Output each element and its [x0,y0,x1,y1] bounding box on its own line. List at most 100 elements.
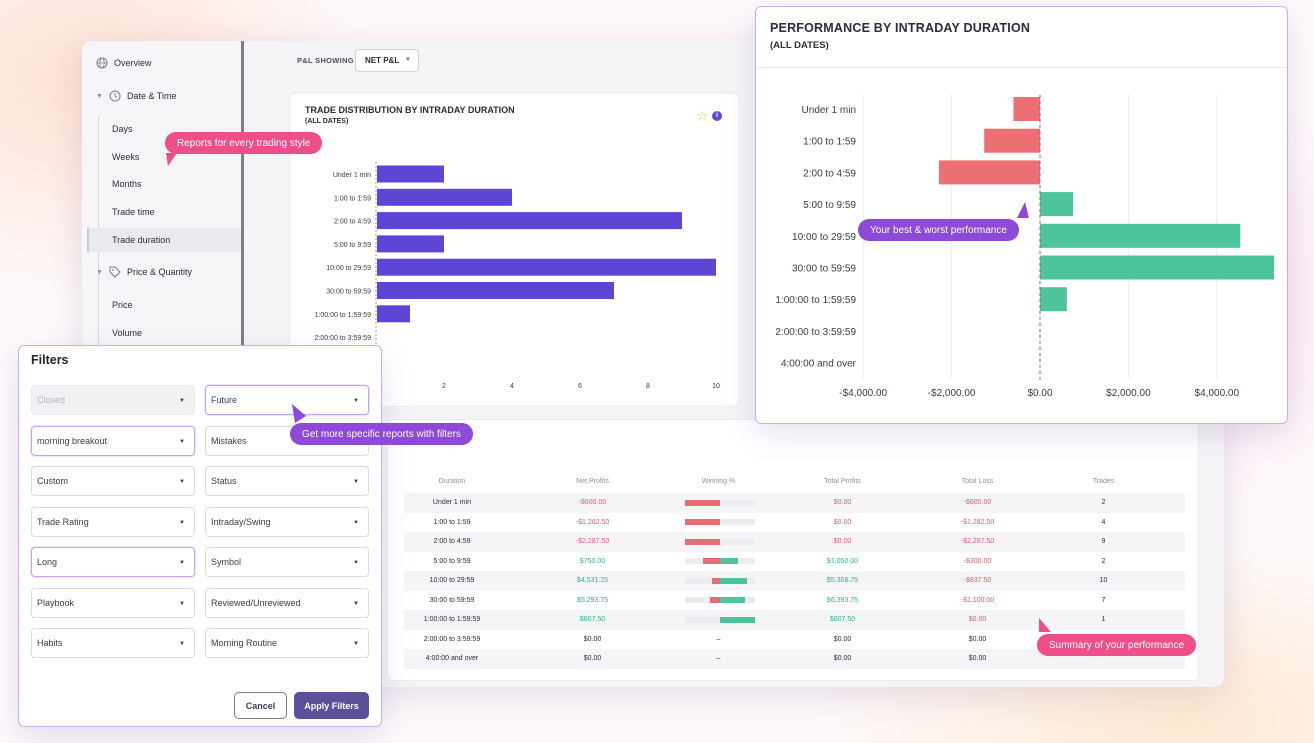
cell-winning-pct [685,552,755,572]
callout-summary: Summary of your performance [1037,634,1197,656]
bar[interactable] [377,282,614,299]
bar[interactable] [377,165,444,183]
caret-down-icon: ▼ [96,92,103,100]
sidebar-group-date-time[interactable]: ▼ Date & Time [96,84,176,108]
losing-portion [685,538,720,545]
sidebar-item-volume[interactable]: Volume [112,328,143,338]
table-row[interactable]: 5:00 to 9:59 $750.00 $1,050.00 -$300.00 2 [404,552,1185,572]
filter-select[interactable]: Morning Routine ▼ [205,628,369,658]
filter-select[interactable]: Reviewed/Unreviewed ▼ [205,587,369,618]
filter-select-value: Playbook [37,597,75,608]
x-tick-label: 8 [646,383,650,390]
filter-select[interactable]: Custom ▼ [31,466,195,496]
x-tick-label: 10 [712,383,720,390]
sidebar-item-overview[interactable]: Overview [96,51,152,75]
info-icon[interactable]: i [712,111,722,121]
cell-trades: 4 [1101,518,1106,526]
sidebar-item-days[interactable]: Days [112,124,133,134]
apply-filters-button[interactable]: Apply Filters [294,692,369,719]
sidebar-item-price[interactable]: Price [112,300,133,310]
bar[interactable] [1040,192,1074,217]
bar[interactable] [1040,287,1067,312]
category-label: 2:00:00 to 3:59:59 [775,327,856,338]
filter-select[interactable]: Symbol ▼ [205,547,369,577]
winning-pct-bar [685,577,755,584]
bar[interactable] [984,128,1040,153]
filters-title: Filters [31,353,69,367]
filter-select: Closed ▼ [31,385,195,415]
table-row[interactable]: 4:00:00 and over $0.00– $0.00 $0.00 [404,649,1185,669]
bar[interactable] [377,235,444,253]
table-row[interactable]: 2:00 to 4:59 -$2,287.50 $0.00 -$2,287.50 9 [404,532,1185,552]
sidebar-item-trade-time[interactable]: Trade time [112,207,155,217]
column-header-trades[interactable]: Trades [1092,477,1115,485]
bar[interactable] [1040,255,1274,280]
cell-duration: Under 1 min [404,493,500,513]
callout-reports: Reports for every trading style [165,132,323,154]
losing-portion [710,597,720,604]
filter-select[interactable]: Playbook ▼ [31,587,195,618]
filter-select[interactable]: Intraday/Swing ▼ [205,506,369,537]
bar[interactable] [1040,223,1241,248]
sidebar-item-weeks[interactable]: Weeks [112,152,140,162]
bar[interactable] [377,258,716,276]
filter-select[interactable]: Status ▼ [205,466,369,496]
star-icon[interactable]: ☆ [696,108,708,123]
filter-select[interactable]: Mistakes▼ [205,425,369,456]
cell-total-loss: -$1,100.00 [960,596,995,604]
filter-select[interactable]: Future ▼ [205,385,369,415]
bar[interactable] [377,212,682,230]
table-row[interactable]: 30:00 to 59:59 $5,293.75 $6,393.75 -$1,100.… [404,591,1185,611]
cancel-button[interactable]: Cancel [234,692,287,719]
filter-select-value: Trade Rating [37,516,89,527]
cell-total-loss: -$1,262.50 [960,518,995,526]
bar[interactable] [377,188,512,206]
chevron-down-icon: ▼ [179,641,185,647]
sidebar-group-label: Price & Quantity [126,267,192,277]
cell-net-profits: $0.00 [583,635,602,643]
column-header-duration[interactable]: Duration [438,477,466,485]
cell-trades: 2 [1101,557,1106,565]
filter-select[interactable]: Trade Rating ▼ [31,506,195,537]
cell-net-profits: $5,293.75 [576,596,609,604]
chevron-down-icon: ▼ [405,57,411,63]
winning-pct-bar [685,519,755,526]
cell-duration: 30:00 to 59:59 [429,596,475,604]
category-label: 1:00 to 1:59 [803,137,856,148]
winning-pct-bar [685,558,755,565]
column-header-total-loss[interactable]: Total Loss [961,477,994,485]
cell-trades: 1 [1022,610,1185,630]
filter-select[interactable]: Habits ▼ [31,628,195,658]
sidebar-group-price-quantity[interactable]: ▼ Price & Quantity [96,260,192,284]
sidebar-item-trade-duration[interactable]: Trade duration [87,228,241,252]
callout-pointer-icon [292,404,306,423]
cell-total-profits: $1,050.00 [826,557,859,565]
cell-total-profits: $0.00 [752,649,933,669]
column-header-winning-pct[interactable]: Winning % [701,477,736,485]
table-row[interactable]: Under 1 min -$600.00 $0.00 -$600.00 2 [404,493,1185,513]
winning-portion [720,597,746,604]
globe-icon [96,57,108,69]
x-tick-label: 4 [510,383,514,390]
filter-select[interactable]: morning breakout ▼ [31,425,195,456]
table-row[interactable]: 10:00 to 29:59 $4,531.25 $5,368.75 -$837.50… [404,571,1185,591]
column-header-net-profits[interactable]: Net Profits [576,477,609,485]
table-row[interactable]: 1:00 to 1:59 -$1,262.50 $0.00 -$1,262.50 4 [404,513,1185,533]
cell-winning-pct [685,591,755,611]
cell-duration: 1:00 to 1:59 [433,518,471,526]
sidebar-item-months[interactable]: Months [112,179,142,189]
pl-select-dropdown[interactable]: NET P&L ▼ [355,49,419,72]
category-label: 1:00:00 to 1:59:59 [315,312,372,319]
bar[interactable] [1013,97,1040,121]
callout-pointer-icon [1039,618,1051,632]
column-header-total-profits[interactable]: Total Profits [824,477,861,485]
winning-pct-bar [685,597,755,604]
table-row[interactable]: 1:00:00 to 1:59:59 $607.50 $607.50 $0.00 1 [404,610,1185,630]
filter-select[interactable]: Long ▼ [31,547,195,577]
bar[interactable] [377,305,410,323]
bar[interactable] [938,160,1040,185]
table-row[interactable]: 2:00:00 to 3:59:59 $0.00 – $0.00 $0.00 [404,630,1185,650]
cell-net-profits: -$1,262.50 [575,518,610,526]
winning-portion [720,558,738,565]
divider [756,67,1287,68]
